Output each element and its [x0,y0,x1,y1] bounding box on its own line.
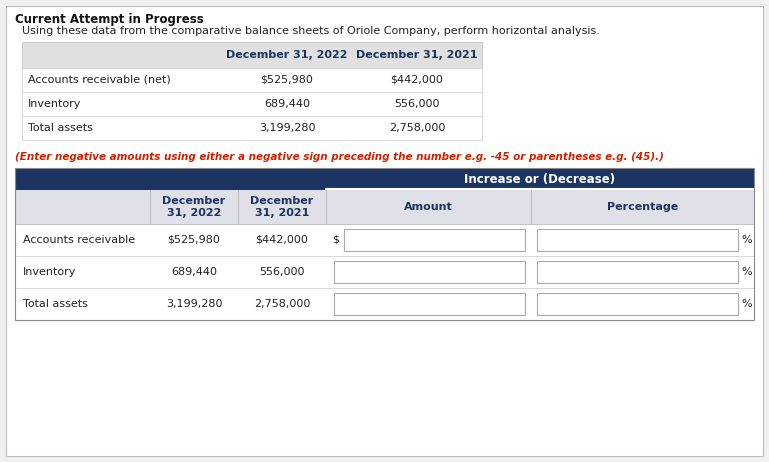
Text: Amount: Amount [404,202,453,212]
Bar [15,288,754,320]
Bar [22,68,482,92]
Text: %: % [741,267,751,277]
Text: Percentage: Percentage [607,202,678,212]
Text: $442,000: $442,000 [391,75,444,85]
Text: 689,440: 689,440 [171,267,217,277]
Bar [334,261,525,283]
Text: December 31, 2022: December 31, 2022 [226,50,348,60]
Bar [334,293,525,315]
Text: Inventory: Inventory [23,267,76,277]
Bar [15,256,754,288]
Text: $: $ [332,235,339,245]
Bar [15,168,754,320]
Text: $442,000: $442,000 [255,235,308,245]
Bar [15,190,754,224]
Text: $525,980: $525,980 [168,235,221,245]
Text: December 31, 2021: December 31, 2021 [356,50,478,60]
Bar [537,293,738,315]
Text: $525,980: $525,980 [261,75,314,85]
Text: Increase or (Decrease): Increase or (Decrease) [464,172,615,186]
Bar [22,116,482,140]
Bar [537,229,738,251]
Text: 556,000: 556,000 [259,267,305,277]
Bar [22,42,482,68]
Bar [15,224,754,256]
Text: (Enter negative amounts using either a negative sign preceding the number e.g. -: (Enter negative amounts using either a n… [15,152,664,162]
Text: Inventory: Inventory [28,99,82,109]
Bar [22,92,482,116]
Text: 2,758,000: 2,758,000 [389,123,445,133]
Bar [15,168,754,190]
Text: 2,758,000: 2,758,000 [254,299,310,309]
Bar [537,261,738,283]
Text: %: % [741,235,751,245]
Text: Accounts receivable (net): Accounts receivable (net) [28,75,171,85]
Text: 3,199,280: 3,199,280 [166,299,222,309]
Text: Current Attempt in Progress: Current Attempt in Progress [15,13,204,26]
Text: December
31, 2022: December 31, 2022 [162,196,225,218]
Text: 689,440: 689,440 [264,99,310,109]
Bar [344,229,525,251]
Text: Total assets: Total assets [28,123,93,133]
Text: %: % [741,299,751,309]
Text: Using these data from the comparative balance sheets of Oriole Company, perform : Using these data from the comparative ba… [22,26,600,36]
Text: December
31, 2021: December 31, 2021 [251,196,314,218]
Text: Total assets: Total assets [23,299,88,309]
Text: 3,199,280: 3,199,280 [258,123,315,133]
Text: 556,000: 556,000 [394,99,440,109]
Text: Accounts receivable: Accounts receivable [23,235,135,245]
